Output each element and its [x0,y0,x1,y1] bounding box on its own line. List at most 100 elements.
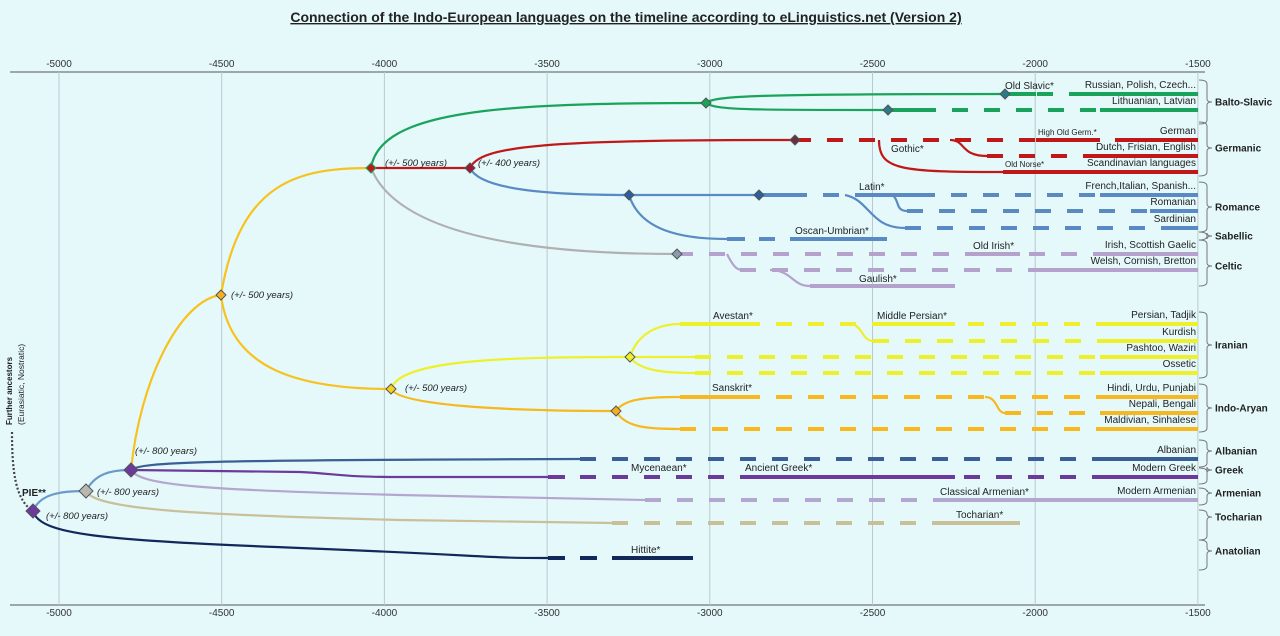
labels: (+/- 500 years) (+/- 400 years) (+/- 500… [5,81,1097,556]
branch-node-diamond [215,289,227,301]
language-label: Romanian [1150,197,1196,208]
branch-node-diamond [623,189,635,201]
group-label: Greek [1215,466,1244,477]
persian-to-kurdish [849,322,874,343]
branch-greek [130,468,548,479]
language-label: Russian, Polish, Czech... [1085,80,1196,91]
axis-tick-top: -1500 [1185,59,1211,70]
node4-to-indo-iranian [219,294,392,391]
group-bracket [1198,439,1213,468]
further-ancestors-subtitle: (Eurasiatic, Nostratic) [16,344,26,425]
ancient-label: Old Irish* [973,241,1014,252]
latin-to-sardinian [844,193,906,230]
group-bracket [1198,466,1213,485]
ancient-label: Ancient Greek* [745,463,812,474]
node3-to-node4 [129,293,222,471]
iranian-to-ossetic [629,356,696,375]
branch-nodes [25,88,1011,519]
language-label: Maldivian, Sinhalese [1104,415,1196,426]
welsh-to-gaulish [769,268,811,288]
language-label: Modern Greek [1132,463,1197,474]
node-note: (+/- 400 years) [478,158,540,169]
language-label: German [1160,126,1196,137]
branch-balto-slavic [369,101,707,169]
axis-tick-bottom: -2500 [860,608,886,619]
group-bracket [1198,231,1213,241]
ancient-label: Classical Armenian* [940,487,1029,498]
branch-node-diamond [999,88,1011,100]
ancient-label: Middle Persian* [877,311,947,322]
node-note: (+/- 800 years) [46,511,108,522]
language-label: Scandinavian languages [1087,158,1196,169]
language-label: Pashtoo, Waziri [1126,343,1196,354]
branch-node-diamond [123,462,139,478]
language-label: Lithuanian, Latvian [1112,96,1196,107]
ancient-label: High Old Germ.* [1038,128,1097,137]
language-label: Nepali, Bengali [1129,399,1196,410]
branch-curves [10,92,1006,560]
branch-germanic [468,138,796,169]
axis-tick-bottom: -1500 [1185,608,1211,619]
branch-celtic [369,167,678,256]
latin-to-romanian [891,194,908,213]
modern-language-labels: Russian, Polish, Czech... Lithuanian, Lat… [1085,80,1197,497]
branch-node-diamond [671,248,683,260]
language-label: French,Italian, Spanish... [1085,181,1196,192]
group-bracket [1198,487,1213,506]
germanic-to-dutch [949,138,988,158]
axis-tick-bottom: -2000 [1022,608,1048,619]
node-note: (+/- 500 years) [405,383,467,394]
ancient-label: Oscan-Umbrian* [795,226,869,237]
to-baltic [705,102,889,112]
group-bracket [1198,79,1213,125]
iranian-to-persian [628,322,681,358]
group-bracket [1198,509,1213,541]
group-labels: Balto-Slavic Germanic Romance Sabellic Celti… [1198,79,1273,571]
group-label: Tocharian [1215,513,1262,524]
language-rows [548,92,1198,560]
group-label: Albanian [1215,447,1257,458]
group-label: Celtic [1215,262,1243,273]
node4-to-node5 [219,166,372,296]
axis-tick-bottom: -4000 [372,608,398,619]
language-label: Hindi, Urdu, Punjabi [1107,383,1196,394]
further-ancestors-title: Further ancestors [5,356,14,425]
ancient-label: Old Norse* [1005,160,1044,169]
group-label: Sabellic [1215,232,1253,243]
to-slavic [705,92,1006,104]
axis-tick-bottom: -3500 [534,608,560,619]
branch-romance [468,167,630,197]
ancient-label: Tocharian* [956,510,1003,521]
axis-tick-top: -3000 [697,59,723,70]
branch-node-diamond [753,189,765,201]
ancient-label: Sanskrit* [712,383,752,394]
ancient-label: Avestan* [713,311,753,322]
axis-tick-top: -5000 [46,59,72,70]
branch-anatolian [31,510,549,560]
node-note: (+/- 800 years) [97,487,159,498]
branch-node-diamond [789,134,801,146]
language-label: Welsh, Cornish, Bretton [1091,256,1196,267]
language-label: Persian, Tadjik [1131,310,1197,321]
axis-tick-top: -2000 [1022,59,1048,70]
group-label: Balto-Slavic [1215,98,1273,109]
branch-iranian [389,355,631,390]
diagram-title: Connection of the Indo-European language… [290,9,961,25]
group-bracket [1198,181,1213,233]
branch-albanian [130,457,581,471]
romance-to-oscan [627,194,728,241]
ancient-label: Mycenaean* [631,463,687,474]
group-label: Anatolian [1215,547,1261,558]
node-note: (+/- 500 years) [385,158,447,169]
timeline-grid: -5000 -5000 -4500 -4500 -4000 -4000 -3500 -3500… [10,59,1211,619]
branch-tocharian [85,490,613,525]
branch-node-diamond [624,351,636,363]
axis-tick-bottom: -5000 [46,608,72,619]
group-label: Iranian [1215,341,1248,352]
indo-aryan-to-maldivian [615,410,681,431]
ancient-label: Gaulish* [859,274,897,285]
further-ancestors-link [10,431,34,512]
axis-tick-top: -4500 [209,59,235,70]
branch-node-diamond [385,383,397,395]
germanic-to-scandinavian [877,139,1004,174]
